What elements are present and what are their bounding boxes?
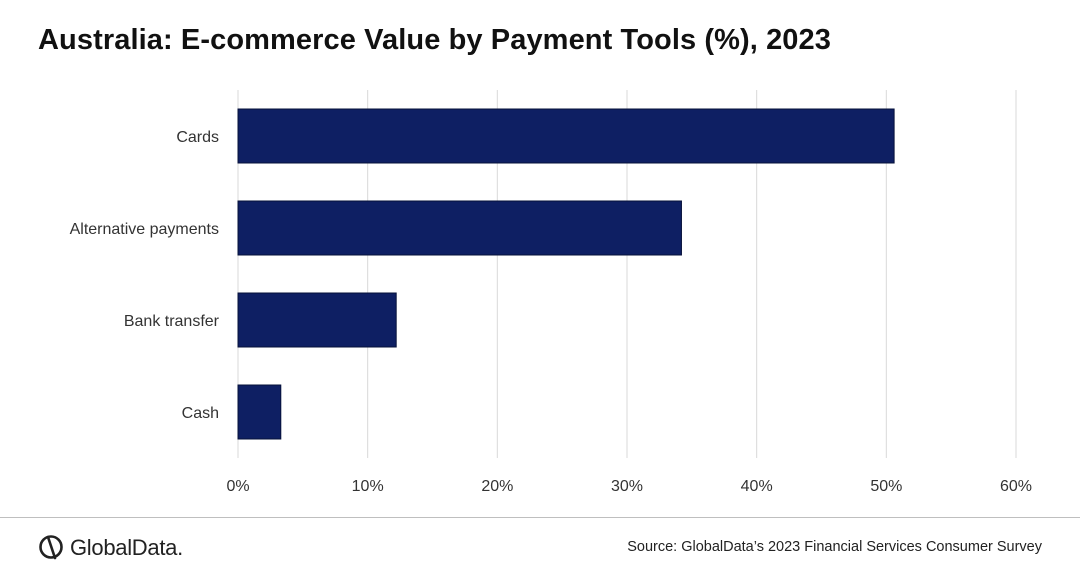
category-label: Cards — [176, 129, 219, 146]
bar-bank-transfer — [237, 292, 397, 348]
footer-divider — [0, 517, 1080, 518]
bar-cash — [237, 384, 282, 440]
category-label: Bank transfer — [124, 313, 220, 330]
x-tick-label: 40% — [741, 478, 773, 495]
globaldata-logo-icon — [39, 535, 63, 560]
source-note: Source: GlobalData’s 2023 Financial Serv… — [627, 539, 1042, 555]
bar-cards — [237, 108, 895, 164]
bar-chart: Cards Alternative payments Bank transfer Ca… — [70, 90, 1032, 495]
x-tick-label: 30% — [611, 478, 643, 495]
x-tick-label: 0% — [226, 478, 249, 495]
chart-title: Australia: E-commerce Value by Payment T… — [38, 24, 831, 56]
category-labels: Cards Alternative payments Bank transfer Ca… — [70, 129, 220, 422]
x-tick-label: 10% — [352, 478, 384, 495]
bar-alternative-payments — [237, 200, 682, 256]
x-tick-label: 20% — [481, 478, 513, 495]
bars — [237, 108, 895, 440]
category-label: Cash — [182, 405, 219, 422]
x-tick-label: 60% — [1000, 478, 1032, 495]
category-label: Alternative payments — [70, 221, 219, 238]
x-tick-label: 50% — [870, 478, 902, 495]
x-tick-labels: 0% 10% 20% 30% 40% 50% 60% — [226, 478, 1032, 495]
logo-wordmark: GlobalData. — [70, 535, 183, 560]
globaldata-logo: GlobalData. — [38, 532, 183, 564]
